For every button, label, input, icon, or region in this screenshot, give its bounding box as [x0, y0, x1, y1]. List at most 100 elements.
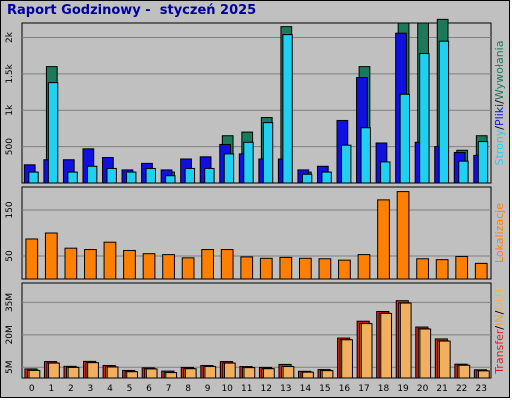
x-tick-label: 4 — [107, 384, 113, 394]
bar-wywołania — [282, 34, 293, 184]
bar-wywołania — [223, 153, 235, 184]
bar-wywołania — [301, 173, 313, 184]
bar-wywołania — [67, 171, 78, 184]
y-axis-label-pages-files-hits: Strony/Pliki/Wywołania — [493, 41, 506, 166]
x-tick-label: 23 — [476, 384, 487, 394]
bar-out — [67, 366, 80, 379]
y-axis-label-part: Transfer — [493, 329, 506, 375]
x-tick-label: 12 — [261, 384, 272, 394]
transfer-y-tick-label: 20M — [5, 325, 15, 344]
bar-locations — [220, 249, 234, 280]
bar-out — [380, 312, 393, 379]
bar-locations — [181, 257, 195, 280]
bar-out — [184, 368, 197, 379]
bar-locations — [64, 247, 78, 280]
locations-y-tick-label: 150 — [5, 201, 15, 218]
bar-locations — [318, 258, 332, 280]
bar-out — [204, 366, 217, 379]
x-tick-label: 15 — [319, 384, 330, 394]
pages-files-hits-plot-area — [21, 22, 492, 184]
bar-locations — [123, 249, 136, 280]
bar-wywołania — [321, 171, 332, 184]
bar-wywołania — [380, 161, 391, 184]
bar-out — [302, 371, 314, 379]
bar-wywołania — [145, 167, 156, 184]
transfer-plot-area — [21, 282, 492, 379]
bar-wywołania — [399, 93, 411, 184]
bar-locations — [416, 258, 429, 280]
y-axis-label-part: IN — [493, 314, 506, 325]
bar-locations — [25, 238, 39, 280]
bar-wywołania — [262, 122, 274, 184]
x-tick-label: 18 — [378, 384, 390, 394]
x-tick-label: 14 — [300, 384, 312, 394]
bar-out — [419, 328, 432, 379]
bar-wywołania — [360, 127, 371, 184]
report-title: Raport Godzinowy - styczeń 2025 — [7, 3, 257, 18]
bar-wywołania — [126, 171, 137, 184]
y-axis-label-part: OUT — [493, 287, 506, 311]
bar-locations — [142, 253, 156, 280]
transfer-y-tick-label: 5M — [5, 360, 15, 374]
x-tick-label: 1 — [48, 384, 54, 394]
bar-locations — [44, 232, 58, 280]
x-tick-label: 9 — [205, 384, 211, 394]
bar-locations — [455, 255, 469, 280]
bar-locations — [474, 262, 488, 280]
pages-files-hits-y-tick-label: 1.5k — [5, 63, 15, 83]
bar-wywołania — [86, 165, 98, 184]
pages-files-hits-y-tick-label: 1k — [5, 104, 15, 116]
bar-out — [48, 362, 60, 379]
x-tick-label: 10 — [221, 384, 233, 394]
bar-wywołania — [477, 141, 489, 184]
bar-wywołania — [28, 171, 39, 184]
bar-locations — [338, 259, 351, 280]
bar-locations — [201, 249, 215, 280]
bar-wywołania — [47, 82, 59, 184]
x-tick-label: 7 — [166, 384, 172, 394]
y-axis-label-part: / — [493, 126, 506, 130]
bar-locations — [279, 256, 293, 280]
bar-locations — [435, 259, 449, 280]
x-tick-label: 8 — [185, 384, 191, 394]
y-axis-label-transfer: Transfer/IN/OUT — [493, 287, 506, 375]
bar-out — [87, 362, 99, 379]
y-axis-label-part: / — [493, 326, 506, 330]
bar-wywołania — [184, 167, 196, 184]
x-tick-label: 5 — [127, 384, 133, 394]
y-axis-label-part: Wywołania — [493, 41, 506, 101]
y-axis-label-part: / — [493, 310, 506, 314]
bar-out — [28, 369, 41, 379]
x-tick-label: 17 — [358, 384, 369, 394]
bar-out — [321, 370, 334, 379]
bar-locations — [259, 257, 273, 280]
bar-wywołania — [341, 144, 352, 184]
bar-wywołania — [243, 141, 254, 184]
bar-locations — [162, 254, 175, 280]
bar-locations — [103, 241, 117, 280]
bar-out — [399, 302, 412, 379]
x-tick-label: 3 — [88, 384, 94, 394]
locations-plot-area — [21, 186, 492, 280]
pages-files-hits-y-tick-label: 500 — [5, 138, 15, 155]
x-tick-label: 22 — [456, 384, 467, 394]
x-tick-label: 6 — [146, 384, 152, 394]
x-tick-label: 13 — [280, 384, 291, 394]
bar-out — [263, 368, 275, 379]
x-tick-label: 16 — [339, 384, 351, 394]
x-tick-label: 20 — [417, 384, 429, 394]
transfer-y-tick-label: 35M — [5, 293, 15, 312]
bar-out — [165, 372, 178, 379]
x-tick-label: 21 — [436, 384, 447, 394]
bar-out — [341, 339, 353, 379]
bar-out — [477, 370, 490, 379]
bar-out — [223, 362, 236, 379]
x-tick-label: 0 — [29, 384, 35, 394]
bar-wywołania — [165, 175, 176, 184]
bar-wywołania — [204, 167, 215, 184]
y-axis-label-part: Pliki — [493, 104, 506, 126]
x-tick-label: 11 — [241, 384, 252, 394]
bar-wywołania — [458, 160, 469, 184]
bar-out — [243, 367, 256, 379]
